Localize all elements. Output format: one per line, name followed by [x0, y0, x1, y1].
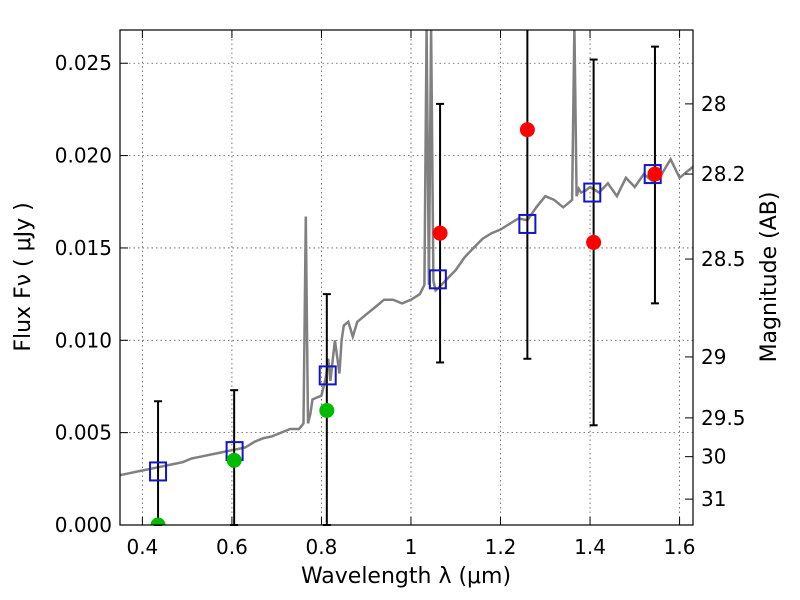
model-band-square: [518, 213, 537, 234]
upper-limit-point: [150, 517, 166, 525]
y-tick-label: 0.005: [55, 421, 112, 445]
model-spectrum-line: [120, 30, 693, 477]
y2-axis-title: Magnitude (AB): [757, 192, 782, 363]
y-tick-label: 0.025: [55, 51, 112, 75]
x-tick-label: 1.6: [664, 535, 696, 559]
y-axis-title: Flux Fν ( μJy ): [11, 202, 36, 351]
x-tick-label: 0.6: [216, 535, 248, 559]
y2-tick-label: 31: [701, 487, 726, 511]
model-band-square: [583, 182, 602, 203]
y-tick-label: 0.015: [55, 236, 112, 260]
x-tick-label: 1: [405, 535, 418, 559]
detection-point: [432, 225, 448, 241]
y2-tick-label: 30: [701, 445, 726, 469]
model-spectrum: [120, 30, 693, 477]
y2-tick-label: 29.5: [701, 406, 746, 430]
x-tick-label: 1.4: [574, 535, 606, 559]
detection-point: [519, 122, 535, 138]
model-band-square: [149, 461, 168, 482]
model-band-square: [318, 365, 337, 386]
plot-frame: [119, 29, 694, 526]
upper-limit-point: [226, 452, 242, 468]
model-band-square: [428, 269, 447, 290]
x-tick-label: 0.4: [126, 535, 158, 559]
detection-point: [647, 166, 663, 182]
y2-tick-labels: 28 28.2 28.5 29 29.5 30 31: [701, 92, 746, 511]
y-tick-label: 0.020: [55, 144, 112, 168]
x-axis-title: Wavelength λ (μm): [301, 564, 511, 589]
tick-marks: [120, 30, 693, 526]
y-tick-label: 0.000: [55, 513, 112, 537]
y-tick-labels: 0.000 0.005 0.010 0.015 0.020 0.025: [55, 51, 112, 537]
y2-tick-label: 29: [701, 345, 726, 369]
x-tick-labels: 0.4 0.6 0.8 1 1.2 1.4 1.6: [126, 535, 695, 559]
x-tick-label: 0.8: [306, 535, 338, 559]
detection-point: [586, 234, 602, 250]
x-tick-label: 1.2: [485, 535, 517, 559]
y-tick-label: 0.010: [55, 328, 112, 352]
y2-tick-label: 28: [701, 92, 726, 116]
y2-tick-label: 28.2: [701, 162, 746, 186]
upper-limit-point: [319, 402, 335, 418]
data-points: [149, 122, 663, 525]
y2-tick-label: 28.5: [701, 247, 746, 271]
